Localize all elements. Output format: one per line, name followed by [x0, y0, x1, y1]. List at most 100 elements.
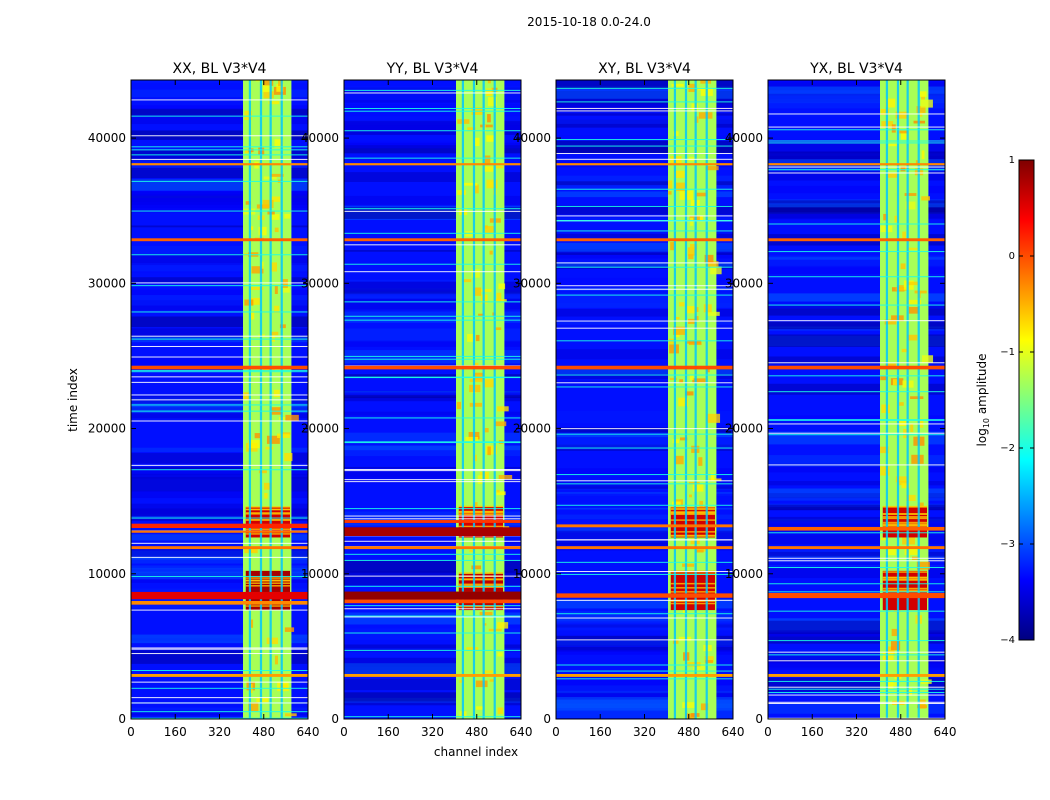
band-patch: [678, 397, 689, 407]
noise-row: [131, 202, 308, 208]
flag-line: [131, 254, 308, 256]
flag-line: [768, 688, 945, 690]
band-patch: [899, 402, 904, 406]
rfi-row: [556, 365, 733, 370]
band-patch: [273, 389, 280, 398]
noise-row: [131, 114, 308, 125]
flag-line: [131, 154, 308, 156]
flag-line: [768, 223, 945, 225]
band-patch: [274, 655, 278, 665]
flag-line: [556, 285, 733, 287]
flag-line: [344, 417, 521, 419]
rfi-row: [556, 546, 733, 550]
band-patch: [244, 547, 258, 554]
band-patch: [497, 406, 509, 412]
band-patch: [263, 80, 274, 86]
band-patch: [258, 470, 267, 474]
flag-line: [344, 481, 521, 483]
band-patch: [496, 292, 502, 301]
band-patch: [910, 396, 924, 400]
flag-line: [131, 282, 308, 284]
band-patch: [880, 108, 889, 116]
flag-line: [768, 362, 945, 364]
noise-row: [768, 214, 945, 220]
flag-line: [344, 615, 521, 617]
hot-block-line: [458, 584, 504, 587]
gap-stripe: [896, 80, 900, 719]
flag-line: [344, 232, 521, 234]
band-patch: [485, 226, 496, 233]
flag-line: [131, 702, 308, 704]
band-patch: [699, 215, 704, 222]
colorbar-label-prefix: log: [975, 428, 989, 446]
noise-row: [768, 415, 945, 419]
band-patch: [670, 377, 677, 381]
band-patch: [901, 131, 908, 140]
band-patch: [679, 437, 688, 441]
band-patch: [901, 348, 909, 353]
band-patch: [251, 266, 264, 274]
flag-line: [344, 263, 521, 265]
noise-row: [131, 263, 308, 273]
band-patch: [895, 287, 907, 291]
colorbar-tick-label: −3: [1000, 539, 1015, 550]
band-patch: [482, 670, 493, 674]
band-patch: [906, 494, 916, 501]
noise-row: [768, 86, 945, 95]
noise-row: [556, 696, 733, 708]
band-patch: [260, 261, 264, 269]
x-tick-label: 160: [589, 725, 612, 739]
band-patch: [884, 319, 897, 325]
band-patch: [908, 306, 920, 314]
band-patch: [675, 316, 680, 320]
x-tick-label: 320: [633, 725, 656, 739]
flag-line: [556, 678, 733, 680]
band-patch: [247, 439, 261, 449]
flag-line: [556, 670, 733, 672]
band-patch: [895, 111, 908, 119]
rfi-row: [556, 593, 733, 598]
hot-block-line: [670, 602, 716, 605]
noise-row: [131, 468, 308, 475]
noise-row: [344, 207, 521, 219]
hot-block: [245, 506, 291, 538]
noise-row: [556, 191, 733, 198]
flag-line: [556, 639, 733, 641]
noise-row: [556, 277, 733, 287]
band-patch: [497, 622, 509, 629]
noise-row: [344, 657, 521, 667]
noise-row: [344, 195, 521, 205]
flag-line: [556, 107, 733, 109]
band-patch: [476, 706, 483, 710]
flag-line: [131, 338, 308, 340]
band-patch: [685, 713, 696, 719]
rfi-row: [768, 238, 945, 242]
flag-line: [131, 399, 308, 401]
band-patch: [487, 97, 497, 107]
band-patch: [494, 421, 507, 427]
band-patch: [498, 283, 506, 290]
band-patch: [279, 324, 286, 329]
flag-line: [768, 166, 945, 168]
band-patch: [693, 663, 705, 672]
x-tick-label: 160: [377, 725, 400, 739]
gap-stripe: [472, 80, 476, 719]
flag-line: [131, 99, 308, 101]
band-patch: [482, 379, 494, 388]
noise-row: [768, 463, 945, 473]
band-patch: [892, 379, 898, 386]
band-patch: [495, 165, 504, 169]
noise-row: [131, 490, 308, 499]
y-tick-label: 20000: [725, 422, 763, 436]
hot-block-line: [245, 577, 291, 579]
band-patch: [689, 243, 698, 250]
hot-block-line: [458, 583, 504, 586]
flag-line: [768, 560, 945, 562]
y-tick-label: 10000: [513, 567, 551, 581]
flag-line: [131, 356, 308, 358]
flag-line: [556, 262, 733, 264]
flag-line: [556, 215, 733, 217]
flag-line: [768, 660, 945, 662]
noise-row: [344, 125, 521, 135]
noise-row: [131, 198, 308, 205]
